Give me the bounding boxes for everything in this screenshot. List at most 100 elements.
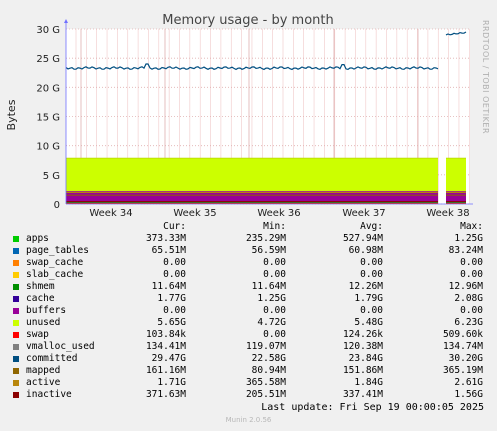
- band-active: [446, 191, 466, 193]
- legend-name: committed: [26, 353, 78, 364]
- legend-swatch: [13, 308, 19, 314]
- header-avg: Avg:: [360, 221, 383, 232]
- header-max: Max:: [460, 221, 483, 232]
- legend-min: 80.94M: [251, 365, 286, 376]
- legend-name: unused: [26, 317, 61, 328]
- legend-min: 205.51M: [245, 389, 286, 400]
- legend-max: 12.96M: [448, 281, 483, 292]
- legend-avg: 12.26M: [348, 281, 383, 292]
- legend-swatch: [13, 356, 19, 362]
- band-mapped: [446, 194, 466, 196]
- band-swap: [446, 202, 466, 204]
- band-mapped: [66, 194, 438, 196]
- legend-row-mapped: mapped 161.16M 80.94M 151.86M 365.19M: [13, 365, 493, 377]
- legend-avg: 337.41M: [342, 389, 383, 400]
- legend-avg: 5.48G: [354, 317, 383, 328]
- legend-avg: 0.00: [360, 269, 383, 280]
- legend-max: 365.19M: [442, 365, 483, 376]
- legend-swatch: [13, 236, 19, 242]
- stacked-areas: [66, 157, 466, 204]
- legend-avg: 527.94M: [342, 233, 383, 244]
- legend-row-vmalloc-used: vmalloc_used 134.41M 119.07M 120.38M 134.74M: [13, 341, 493, 353]
- legend-swatch: [13, 392, 19, 398]
- legend-swatch: [13, 296, 19, 302]
- line-committed: [65, 63, 439, 71]
- legend-min: 56.59M: [251, 245, 286, 256]
- legend-avg: 0.00: [360, 305, 383, 316]
- legend-swatch: [13, 344, 19, 350]
- legend-row-shmem: shmem 11.64M 11.64M 12.26M 12.96M: [13, 281, 493, 293]
- x-tick-label: Week 37: [342, 208, 385, 219]
- legend-rows: apps 373.33M 235.29M 527.94M 1.25G page_table…: [13, 233, 493, 401]
- legend-row-buffers: buffers 0.00 0.00 0.00 0.00: [13, 305, 493, 317]
- legend-min: 11.64M: [251, 281, 286, 292]
- munin-version: Munin 2.0.56: [225, 416, 272, 424]
- legend-max: 2.08G: [454, 293, 483, 304]
- series-lines: [65, 31, 467, 71]
- legend-name: vmalloc_used: [26, 341, 95, 352]
- legend-min: 0.00: [263, 269, 286, 280]
- x-tick-label: Week 38: [426, 208, 469, 219]
- y-tick-label: 30 G: [36, 25, 60, 36]
- legend-max: 1.25G: [454, 233, 483, 244]
- legend-swatch: [13, 272, 19, 278]
- x-tick-label: Week 36: [257, 208, 300, 219]
- legend-cur: 373.33M: [145, 233, 186, 244]
- y-axis-label: Bytes: [5, 99, 18, 130]
- legend-avg: 60.98M: [348, 245, 383, 256]
- legend-cur: 0.00: [163, 257, 186, 268]
- legend-max: 2.61G: [454, 377, 483, 388]
- legend-header: Cur: Min: Avg: Max:: [13, 221, 493, 233]
- legend-swatch: [13, 284, 19, 290]
- y-axis-arrow: [64, 19, 68, 23]
- legend-row-swap: swap 103.84k 0.00 124.26k 509.60k: [13, 329, 493, 341]
- legend-row-swap-cache: swap_cache 0.00 0.00 0.00 0.00: [13, 257, 493, 269]
- header-cur: Cur:: [163, 221, 186, 232]
- legend-name: inactive: [26, 389, 72, 400]
- legend-min: 0.00: [263, 305, 286, 316]
- legend-avg: 0.00: [360, 257, 383, 268]
- legend-max: 83.24M: [448, 245, 483, 256]
- legend-name: shmem: [26, 281, 55, 292]
- axes: [64, 19, 473, 205]
- legend-row-active: active 1.71G 365.58M 1.84G 2.61G: [13, 377, 493, 389]
- legend-row-apps: apps 373.33M 235.29M 527.94M 1.25G: [13, 233, 493, 245]
- legend-min: 22.58G: [251, 353, 286, 364]
- legend-name: apps: [26, 233, 49, 244]
- legend-min: 235.29M: [245, 233, 286, 244]
- band-inactive: [446, 201, 466, 203]
- y-tick-labels: 0 5 G 10 G 15 G 20 G 25 G 30 G: [36, 25, 60, 211]
- legend-row-slab-cache: slab_cache 0.00 0.00 0.00 0.00: [13, 269, 493, 281]
- legend-cur: 29.47G: [151, 353, 186, 364]
- legend-cur: 134.41M: [145, 341, 186, 352]
- y-tick-label: 15 G: [36, 113, 60, 124]
- legend-max: 0.00: [460, 305, 483, 316]
- x-tick-label: Week 35: [173, 208, 216, 219]
- legend-cur: 1.71G: [157, 377, 186, 388]
- legend-cur: 65.51M: [151, 245, 186, 256]
- chart-title: Memory usage - by month: [162, 13, 333, 28]
- legend-max: 509.60k: [442, 329, 483, 340]
- legend-min: 365.58M: [245, 377, 286, 388]
- legend-cur: 1.77G: [157, 293, 186, 304]
- legend-cur: 11.64M: [151, 281, 186, 292]
- legend-name: slab_cache: [26, 269, 84, 280]
- legend-row-inactive: inactive 371.63M 205.51M 337.41M 1.56G: [13, 389, 493, 401]
- y-tick-label: 5 G: [43, 171, 60, 182]
- legend-max: 0.00: [460, 269, 483, 280]
- legend-avg: 151.86M: [342, 365, 383, 376]
- legend-name: cache: [26, 293, 55, 304]
- legend-swatch: [13, 332, 19, 338]
- legend-name: swap_cache: [26, 257, 84, 268]
- legend-max: 30.20G: [448, 353, 483, 364]
- legend-cur: 5.65G: [157, 317, 186, 328]
- legend-avg: 1.79G: [354, 293, 383, 304]
- area-unused: [446, 158, 466, 192]
- legend-name: buffers: [26, 305, 67, 316]
- legend-min: 1.25G: [257, 293, 286, 304]
- y-tick-label: 0: [54, 200, 60, 211]
- legend-swatch: [13, 368, 19, 374]
- band-swap: [66, 202, 438, 204]
- legend-row-unused: unused 5.65G 4.72G 5.48G 6.23G: [13, 317, 493, 329]
- legend-max: 1.56G: [454, 389, 483, 400]
